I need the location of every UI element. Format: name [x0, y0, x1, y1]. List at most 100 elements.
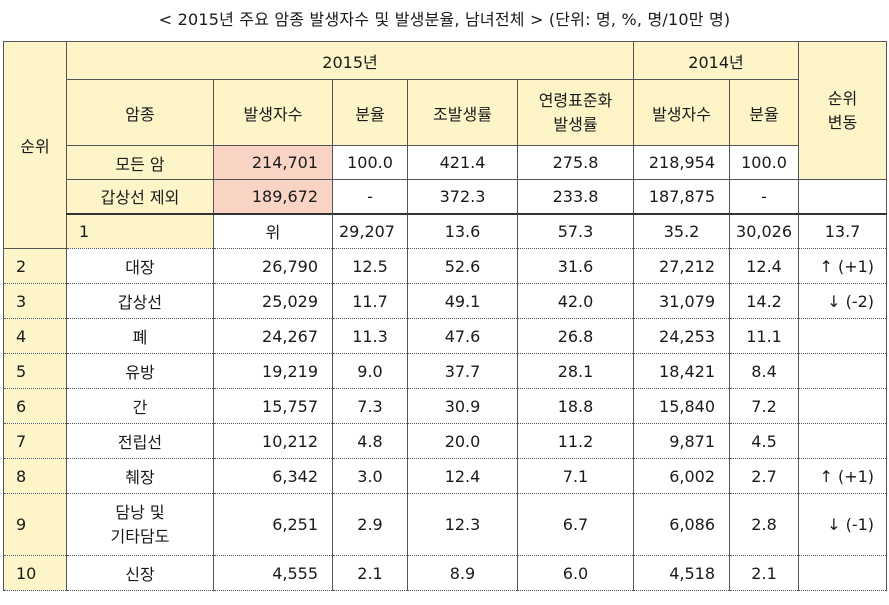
- table-row: 9 담낭 및 기타담도 6,251 2.9 12.3 6.7 6,086 2.8 ↓ (-1): [3, 493, 888, 556]
- share-2015: 11.7: [332, 283, 408, 319]
- table-row: 3 갑상선 25,029 11.7 49.1 42.0 31,079 14.2 ↓ (-2): [3, 283, 888, 319]
- cases-2014: 9,871: [633, 423, 731, 459]
- year-2015-header: 2015년: [65, 41, 635, 80]
- share-2014: -: [729, 179, 800, 214]
- table-row: 10 신장 4,555 2.1 8.9 6.0 4,518 2.1: [3, 555, 888, 591]
- asr-2015: 11.2: [516, 423, 635, 459]
- rank-number: 5: [3, 353, 67, 389]
- cases-2015: 189,672: [213, 179, 333, 214]
- cancer-name: 대장: [66, 248, 214, 284]
- rank-number: 10: [3, 555, 67, 591]
- cases-2015: 15,757: [213, 388, 333, 424]
- share-2015: 2.1: [332, 555, 408, 591]
- cases-2014: 27,212: [633, 248, 731, 284]
- rank-number: 4: [3, 318, 67, 354]
- year-2014-header: 2014년: [633, 41, 800, 80]
- asr-2015: 42.0: [516, 283, 635, 319]
- cases-2014: 31,079: [633, 283, 731, 319]
- share-2014-header: 분율: [729, 79, 800, 146]
- share-2014: 13.7: [798, 212, 888, 249]
- cases-2014: 15,840: [633, 388, 731, 424]
- rank-change: ↑ (+1): [798, 458, 888, 494]
- share-2015: 9.0: [332, 353, 408, 389]
- asr-2015: 28.1: [516, 353, 635, 389]
- share-2015: 11.3: [332, 318, 408, 354]
- cases-2015: 25,029: [213, 283, 333, 319]
- crude-rate-2015: 12.3: [407, 493, 518, 556]
- share-2014: 7.2: [729, 388, 800, 424]
- cases-header: 발생자수: [213, 79, 333, 146]
- crude-rate-header: 조발생률: [407, 79, 518, 146]
- share-2015: 100.0: [332, 145, 408, 180]
- cases-2014: 6,002: [633, 458, 731, 494]
- rank-change: [798, 555, 888, 591]
- rank-number: 3: [3, 283, 67, 319]
- asr-2015: 6.7: [516, 493, 635, 556]
- rank-number: 7: [3, 423, 67, 459]
- crude-rate-2015: 421.4: [407, 145, 518, 180]
- rank-change: ↑ (+1): [798, 248, 888, 284]
- cancer-name: 간: [66, 388, 214, 424]
- rank-number: 1: [66, 212, 214, 249]
- asr-2015: 35.2: [633, 212, 731, 249]
- cases-2015: 29,207: [332, 212, 408, 249]
- share-2015: 12.5: [332, 248, 408, 284]
- table-title: < 2015년 주요 암종 발생자수 및 발생분율, 남녀전체 > (단위: 명…: [158, 10, 731, 29]
- table-row: 2 대장 26,790 12.5 52.6 31.6 27,212 12.4 ↑ (+1): [3, 248, 888, 284]
- cases-2015: 19,219: [213, 353, 333, 389]
- rank-change: [798, 353, 888, 389]
- cases-2014: 30,026: [729, 212, 800, 249]
- cases-2015: 24,267: [213, 318, 333, 354]
- crude-rate-2015: 12.4: [407, 458, 518, 494]
- rank-change: ↓ (-1): [798, 493, 888, 556]
- cases-2015: 26,790: [213, 248, 333, 284]
- cases-2015: 10,212: [213, 423, 333, 459]
- table-row: 5 유방 19,219 9.0 37.7 28.1 18,421 8.4: [3, 353, 888, 389]
- share-2014: 2.1: [729, 555, 800, 591]
- share-2014: 100.0: [729, 145, 800, 180]
- share-2014: 14.2: [729, 283, 800, 319]
- rank-number: 9: [3, 493, 67, 556]
- crude-rate-2015: 57.3: [516, 212, 635, 249]
- cancer-name: 갑상선 제외: [66, 179, 214, 214]
- asr-2015: 18.8: [516, 388, 635, 424]
- cases-2014: 18,421: [633, 353, 731, 389]
- cases-2015: 4,555: [213, 555, 333, 591]
- rank-header: 순위: [3, 41, 67, 249]
- cases-2015: 6,251: [213, 493, 333, 556]
- summary-row: 모든 암 214,701 100.0 421.4 275.8 218,954 100.0: [4, 145, 887, 180]
- rank-number: 2: [3, 248, 67, 284]
- cases-2014: 4,518: [633, 555, 731, 591]
- share-2014: 11.1: [729, 318, 800, 354]
- asr-2015: 26.8: [516, 318, 635, 354]
- summary-row: 갑상선 제외 189,672-372.3 233.8 187,875-: [4, 179, 887, 214]
- cancer-name: 췌장: [66, 458, 214, 494]
- cancer-name: 폐: [66, 318, 214, 354]
- share-2014: 2.7: [729, 458, 800, 494]
- rank-change: [798, 388, 888, 424]
- asr-2015: 275.8: [516, 145, 635, 180]
- cancer-name: 담낭 및 기타담도: [66, 493, 214, 556]
- share-2015: -: [332, 179, 408, 214]
- rank-number: 6: [3, 388, 67, 424]
- cases-2014: 24,253: [633, 318, 731, 354]
- cases-2014: 187,875: [633, 179, 731, 214]
- rank-change-header: 순위 변동: [798, 41, 888, 180]
- asr-header: 연령표준화 발생률: [516, 79, 635, 146]
- share-2014: 8.4: [729, 353, 800, 389]
- cancer-header: 암종: [66, 79, 214, 146]
- crude-rate-2015: 52.6: [407, 248, 518, 284]
- crude-rate-2015: 20.0: [407, 423, 518, 459]
- crude-rate-2015: 37.7: [407, 353, 518, 389]
- table-row: 6 간 15,757 7.3 30.9 18.8 15,840 7.2: [3, 388, 888, 424]
- table-row: 7 전립선 10,212 4.8 20.0 11.2 9,871 4.5: [3, 423, 888, 459]
- crude-rate-2015: 47.6: [407, 318, 518, 354]
- cancer-name: 갑상선: [66, 283, 214, 319]
- asr-2015: 31.6: [516, 248, 635, 284]
- cancer-name: 전립선: [66, 423, 214, 459]
- cancer-name: 신장: [66, 555, 214, 591]
- share-2015: 7.3: [332, 388, 408, 424]
- asr-2015: 7.1: [516, 458, 635, 494]
- share-header: 분율: [332, 79, 408, 146]
- share-2015: 2.9: [332, 493, 408, 556]
